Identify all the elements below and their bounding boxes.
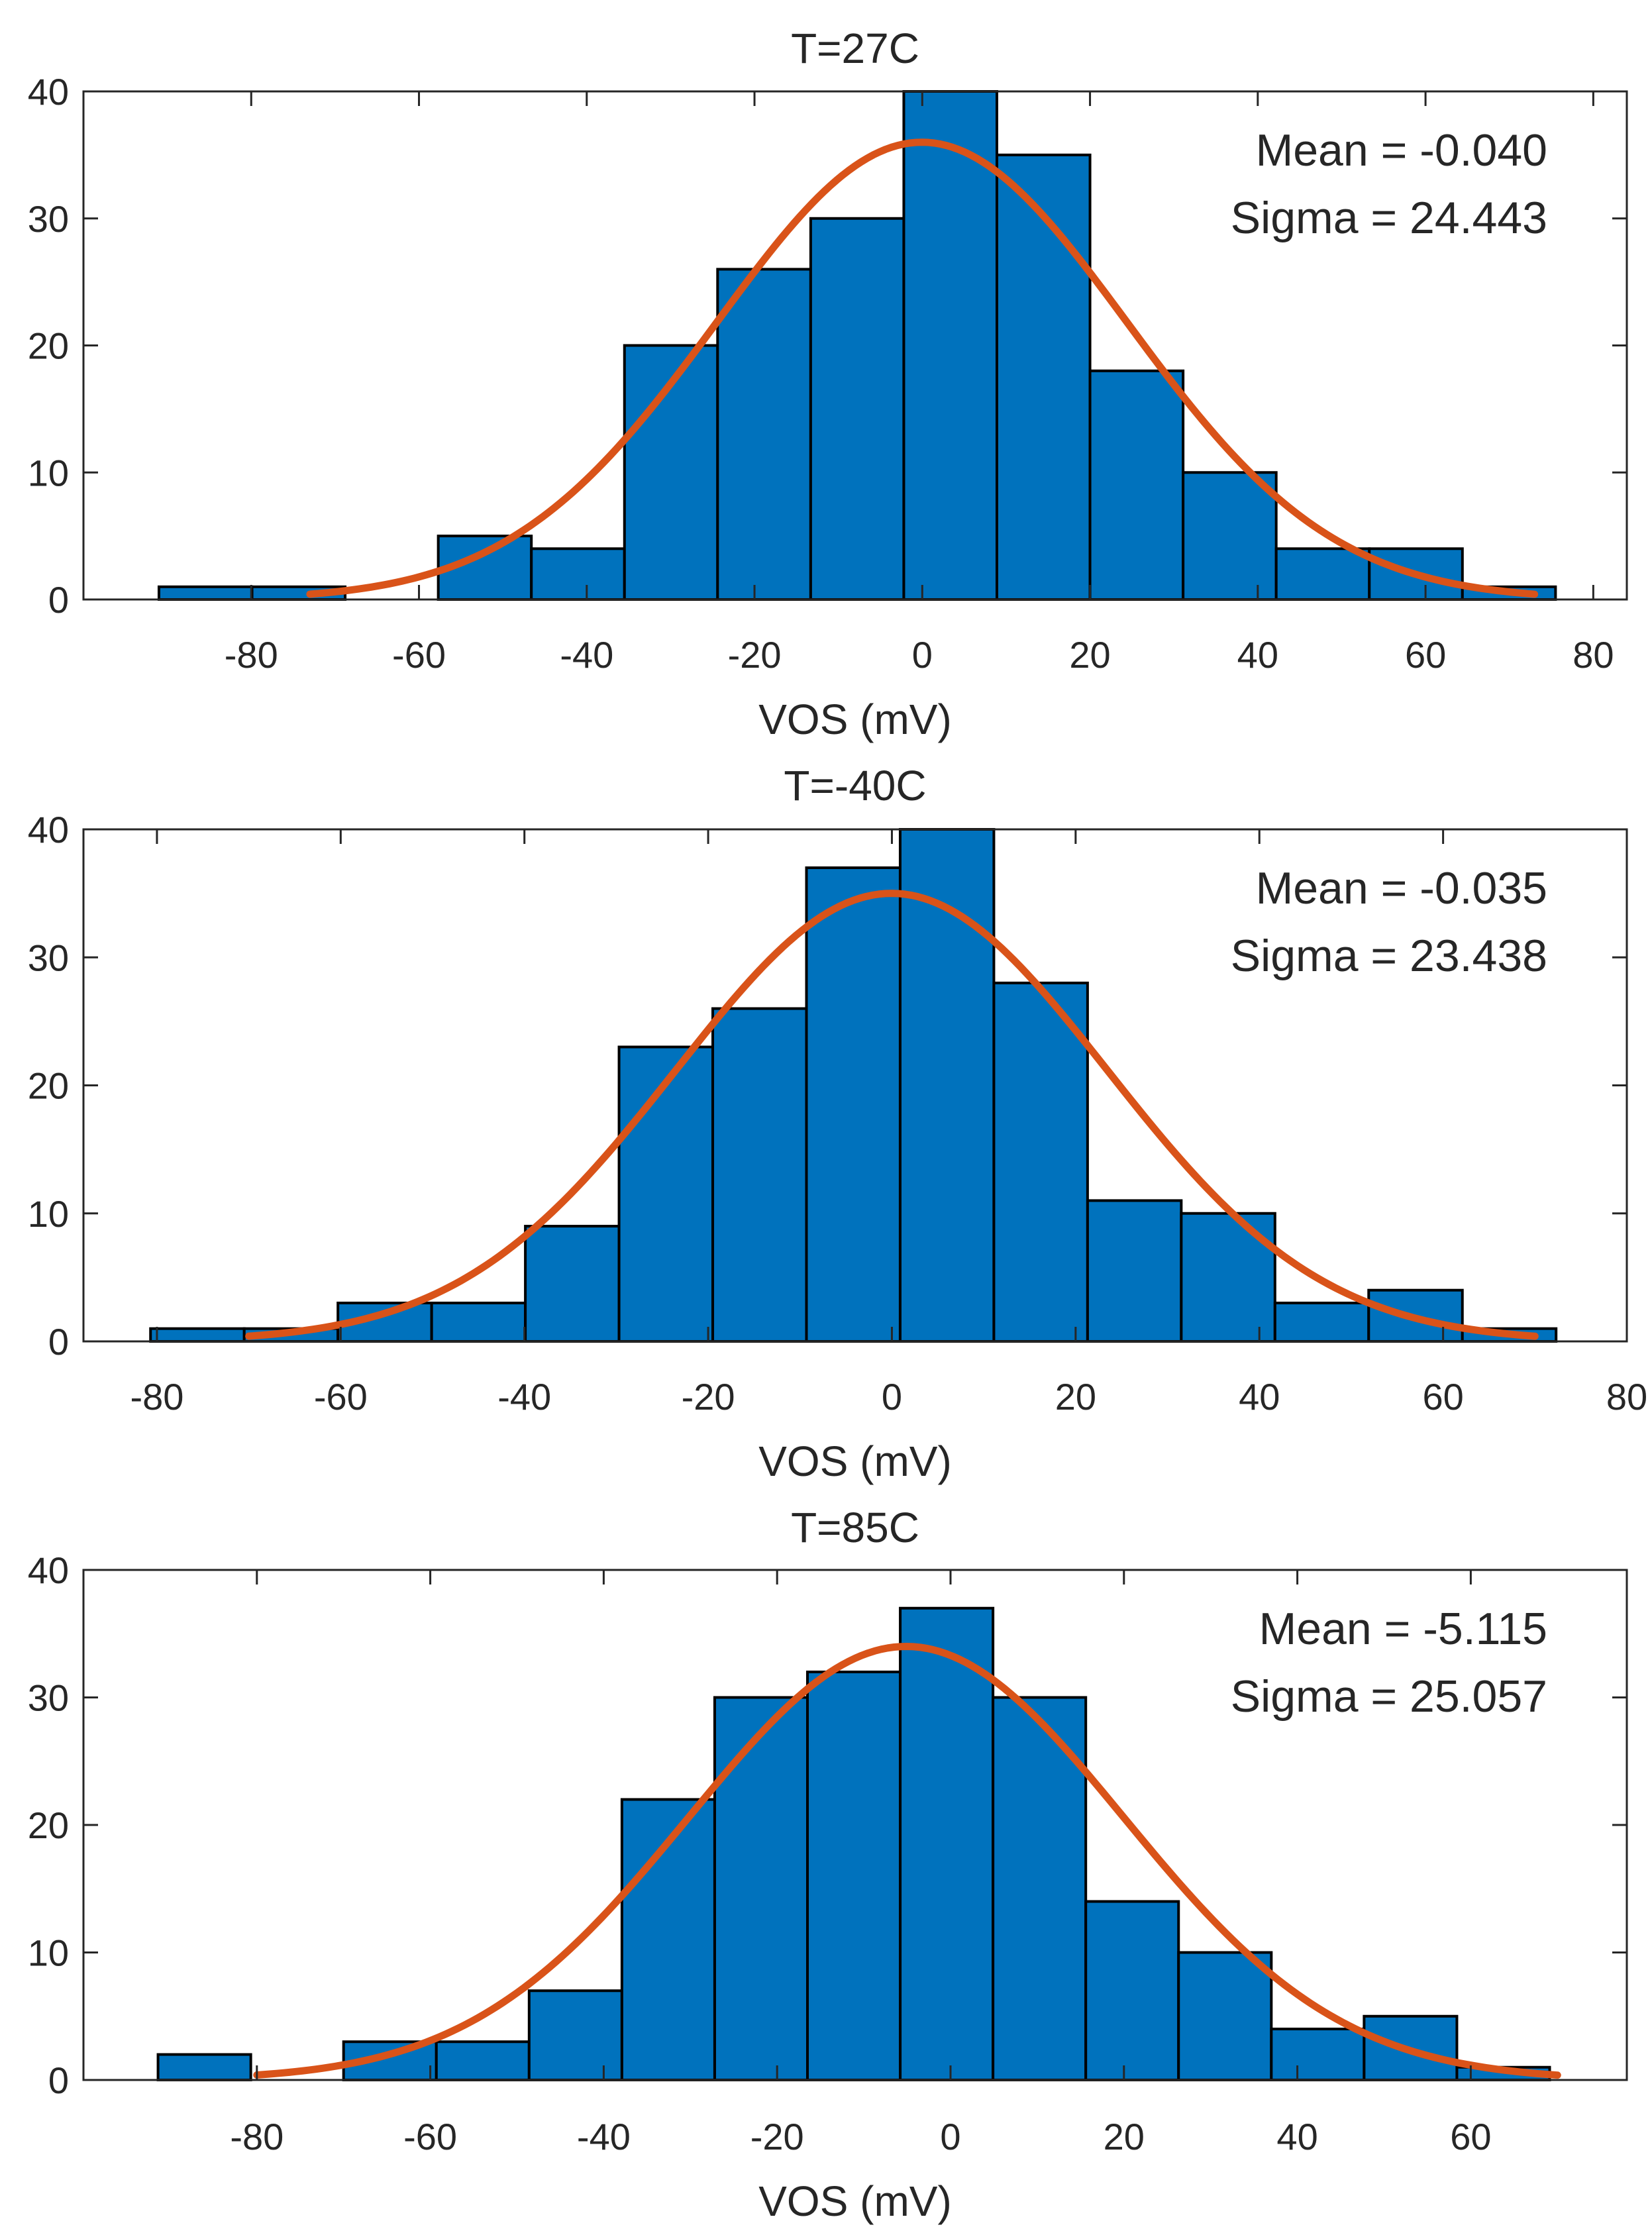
y-tick-label: 30 xyxy=(28,937,69,978)
x-tick-label: 0 xyxy=(912,634,933,676)
normal-fit-line xyxy=(253,1643,1561,2079)
mean-annotation: Mean = -5.115 xyxy=(1259,1604,1547,1654)
x-tick-label: -40 xyxy=(560,634,613,676)
panel-title: T=-40C xyxy=(784,762,926,809)
sigma-annotation: Sigma = 24.443 xyxy=(1231,193,1547,243)
y-tick-label: 0 xyxy=(48,1321,69,1363)
histogram-bar xyxy=(157,585,254,601)
mean-annotation: Mean = -0.040 xyxy=(1256,125,1547,176)
x-tick-label: -20 xyxy=(728,634,782,676)
histogram-bar xyxy=(527,1989,623,2081)
histogram-bar xyxy=(806,1671,902,2081)
histogram-bar xyxy=(149,1327,246,1343)
x-tick-label: -40 xyxy=(577,2116,631,2157)
x-tick-label: -40 xyxy=(497,1376,551,1418)
histogram-bar xyxy=(530,547,626,601)
histogram-bar xyxy=(435,2040,531,2081)
x-tick-label: -20 xyxy=(682,1376,735,1418)
histogram-bar xyxy=(809,217,905,601)
histogram-bar xyxy=(1367,1288,1464,1343)
x-tick-label: -80 xyxy=(230,2116,284,2157)
y-tick-label: 10 xyxy=(28,452,69,493)
y-tick-label: 0 xyxy=(48,2059,69,2101)
y-tick-label: 30 xyxy=(28,1677,69,1719)
histogram-bar xyxy=(1180,1212,1276,1343)
y-tick-label: 40 xyxy=(28,71,69,113)
histogram-bar xyxy=(1182,471,1278,601)
histogram-bar xyxy=(711,1007,808,1343)
histogram-bar xyxy=(713,1696,809,2081)
sigma-annotation: Sigma = 23.438 xyxy=(1231,931,1547,981)
histogram-bar xyxy=(996,153,1092,601)
x-tick-label: -60 xyxy=(314,1376,368,1418)
histogram-bar xyxy=(1088,369,1185,601)
y-tick-label: 40 xyxy=(28,1549,69,1591)
y-tick-label: 0 xyxy=(48,579,69,621)
panel-2: -80 -60 -40 -20 0 20 40 60 80 0 10 20 30 40 T=-40C VOS … xyxy=(28,762,1647,1485)
x-tick-label: 60 xyxy=(1422,1376,1463,1418)
panel-title: T=27C xyxy=(791,25,919,72)
normal-fit-line xyxy=(306,138,1539,598)
x-tick-label: -80 xyxy=(225,634,278,676)
x-tick-label: 80 xyxy=(1573,634,1614,676)
x-tick-label: 60 xyxy=(1405,634,1446,676)
histogram-bar xyxy=(1270,2028,1366,2081)
histogram-bar xyxy=(1086,1199,1183,1343)
x-tick-label: 0 xyxy=(882,1376,902,1418)
mean-annotation: Mean = -0.035 xyxy=(1256,863,1547,913)
x-tick-label: -60 xyxy=(392,634,446,676)
normal-fit-line xyxy=(245,890,1539,1340)
x-tick-label: 40 xyxy=(1239,1376,1280,1418)
panel-3: -80 -60 -40 -20 0 20 40 60 0 10 20 30 40 T=85C VOS (mV… xyxy=(28,1504,1628,2225)
histogram-bar xyxy=(716,268,812,601)
histogram-bar xyxy=(430,1302,527,1343)
histogram-bar xyxy=(902,90,999,601)
y-tick-label: 20 xyxy=(28,1804,69,1846)
x-tick-label: 60 xyxy=(1450,2116,1491,2157)
x-tick-label: -20 xyxy=(750,2116,804,2157)
x-tick-label: 20 xyxy=(1104,2116,1145,2157)
histogram-bar xyxy=(1273,1302,1370,1343)
x-tick-label: 40 xyxy=(1237,634,1278,676)
y-tick-label: 10 xyxy=(28,1932,69,1974)
histogram-bar xyxy=(805,866,902,1343)
y-tick-label: 20 xyxy=(28,325,69,367)
x-tick-label: 80 xyxy=(1606,1376,1647,1418)
x-axis-label: VOS (mV) xyxy=(758,696,952,743)
histogram-bar xyxy=(899,1606,995,2081)
panel-1: -80 -60 -40 -20 0 20 40 60 80 0 10 20 30 40 T=27C VOS (… xyxy=(28,25,1628,743)
x-tick-label: 20 xyxy=(1069,634,1110,676)
x-tick-label: -60 xyxy=(403,2116,457,2157)
x-tick-label: 0 xyxy=(940,2116,960,2157)
x-axis-label: VOS (mV) xyxy=(758,1437,952,1485)
histogram-bar xyxy=(1274,547,1371,601)
x-tick-label: 40 xyxy=(1276,2116,1317,2157)
histogram-bar xyxy=(1084,1900,1180,2081)
histogram-bar xyxy=(992,1696,1088,2081)
y-tick-label: 20 xyxy=(28,1065,69,1107)
histogram-bar xyxy=(617,1045,715,1343)
x-tick-label: -80 xyxy=(130,1376,183,1418)
x-axis-label: VOS (mV) xyxy=(758,2177,952,2225)
histogram-bar xyxy=(524,1225,621,1343)
y-tick-label: 40 xyxy=(28,809,69,851)
panel-title: T=85C xyxy=(791,1504,919,1551)
sigma-annotation: Sigma = 25.057 xyxy=(1231,1671,1547,1722)
x-tick-label: 20 xyxy=(1055,1376,1096,1418)
histogram-bar xyxy=(1177,1951,1273,2081)
y-tick-label: 10 xyxy=(28,1193,69,1235)
histogram-bar xyxy=(992,981,1089,1343)
histogram-bar xyxy=(156,2053,252,2081)
y-tick-label: 30 xyxy=(28,198,69,240)
